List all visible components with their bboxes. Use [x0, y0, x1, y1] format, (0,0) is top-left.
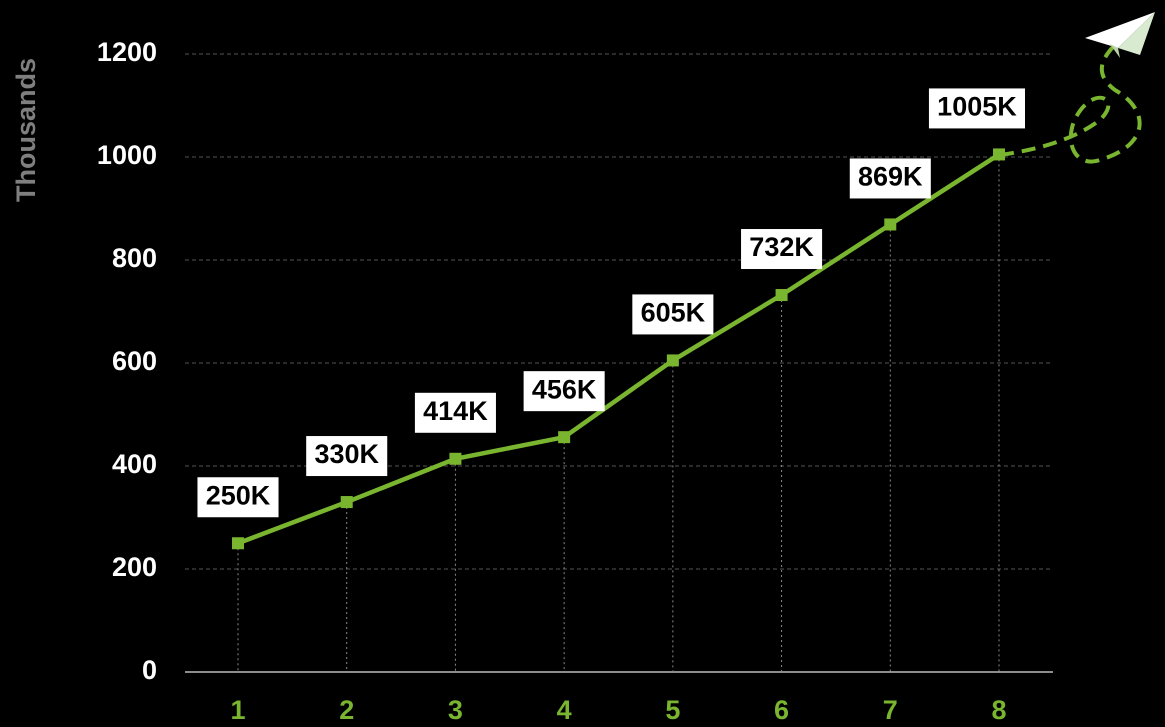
- marker: [667, 354, 679, 366]
- data-label: 456K: [524, 371, 605, 411]
- y-tick-label: 800: [112, 243, 157, 273]
- x-tick-label: 1: [230, 695, 245, 725]
- marker: [449, 453, 461, 465]
- chart: Thousands 0 200 400 600 800 1000 1200 1 2 3 4 5 6 7 8 2…: [0, 0, 1165, 727]
- y-tick-label: 1000: [97, 140, 157, 170]
- data-label: 605K: [632, 294, 713, 334]
- y-tick-label: 0: [142, 655, 157, 685]
- marker: [232, 537, 244, 549]
- data-label-text: 1005K: [937, 92, 1017, 122]
- data-label-text: 605K: [641, 298, 706, 328]
- marker: [558, 431, 570, 443]
- x-tick-label: 3: [448, 695, 463, 725]
- data-label-text: 414K: [423, 396, 488, 426]
- marker: [776, 289, 788, 301]
- y-axis-title: Thousands: [11, 58, 41, 202]
- marker: [993, 148, 1005, 160]
- x-tick-label: 5: [665, 695, 680, 725]
- y-tick-label: 1200: [97, 37, 157, 67]
- marker: [884, 218, 896, 230]
- x-tick-label: 6: [774, 695, 789, 725]
- data-label: 330K: [306, 436, 387, 476]
- data-label-text: 330K: [314, 439, 379, 469]
- x-tick-label: 2: [339, 695, 354, 725]
- page: Thousands 0 200 400 600 800 1000 1200 1 2 3 4 5 6 7 8 2…: [0, 0, 1165, 727]
- data-label: 1005K: [929, 88, 1025, 128]
- data-label-text: 869K: [858, 162, 923, 192]
- data-label: 732K: [741, 229, 822, 269]
- y-tick-label: 400: [112, 449, 157, 479]
- y-tick-label: 200: [112, 552, 157, 582]
- data-label: 250K: [197, 477, 278, 517]
- x-tick-label: 8: [991, 695, 1006, 725]
- y-tick-label: 600: [112, 346, 157, 376]
- x-tick-label: 4: [557, 695, 572, 725]
- data-label: 414K: [415, 393, 496, 433]
- data-label-text: 456K: [532, 374, 597, 404]
- data-label-text: 250K: [206, 480, 271, 510]
- marker: [341, 496, 353, 508]
- data-label: 869K: [850, 158, 931, 198]
- x-tick-label: 7: [883, 695, 898, 725]
- data-label-text: 732K: [749, 232, 814, 262]
